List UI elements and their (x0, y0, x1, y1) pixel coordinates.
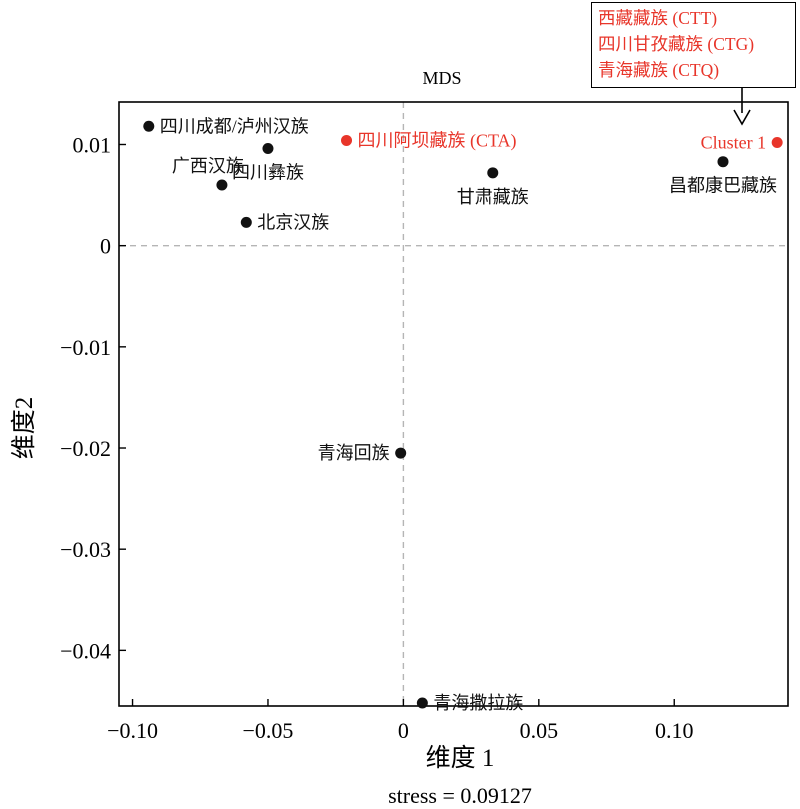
data-point-label: 四川阿坝藏族 (CTA) (358, 130, 517, 151)
data-point (341, 134, 353, 146)
reference-lines (119, 102, 788, 706)
x-tick-label: −0.05 (243, 718, 294, 743)
y-axis-label: 维度2 (10, 397, 38, 460)
data-point-label: 四川彝族 (232, 163, 304, 183)
chart-title: MDS (422, 68, 461, 88)
cluster-note-item: 四川甘孜藏族 (CTG) (598, 34, 755, 54)
y-tick-label: −0.02 (60, 436, 111, 461)
data-point-label: 昌都康巴藏族 (669, 176, 777, 196)
data-point (771, 136, 783, 148)
plot-frame (118, 101, 789, 707)
data-point-label: 甘肃藏族 (457, 187, 529, 207)
data-point (487, 167, 499, 179)
y-tick-label: −0.04 (60, 638, 111, 663)
data-point (416, 697, 428, 709)
x-tick-label: 0.05 (520, 718, 559, 743)
stress-value: stress = 0.09127 (388, 783, 532, 808)
cluster-note-box: 西藏藏族 (CTT) 四川甘孜藏族 (CTG) 青海藏族 (CTQ) (591, 2, 796, 88)
y-axis-ticks: 0.01 0 −0.01 −0.02 −0.03 −0.04 (60, 132, 126, 663)
y-tick-label: −0.03 (60, 537, 111, 562)
data-point-label: Cluster 1 (701, 132, 767, 152)
cluster-note-item: 西藏藏族 (CTT) (598, 8, 718, 28)
data-point-label: 北京汉族 (257, 212, 329, 232)
data-point-label: 青海回族 (318, 443, 390, 463)
x-tick-label: 0 (398, 718, 409, 743)
data-point-label: 青海撒拉族 (433, 693, 523, 713)
data-point (216, 179, 228, 191)
data-point (262, 143, 274, 155)
data-point-label: 四川成都/泸州汉族 (160, 116, 309, 136)
y-tick-label: 0.01 (73, 132, 112, 157)
data-point (717, 156, 729, 168)
x-axis-label: 维度 1 (426, 744, 495, 772)
y-tick-label: 0 (100, 234, 111, 259)
y-tick-label: −0.01 (60, 335, 111, 360)
x-tick-label: −0.10 (107, 718, 158, 743)
data-point (143, 120, 155, 132)
x-tick-label: 0.10 (655, 718, 694, 743)
data-point (395, 447, 407, 459)
data-points (143, 120, 783, 709)
data-point (240, 216, 252, 228)
data-point-label: 广西汉族 (172, 156, 244, 176)
cluster-arrow (733, 88, 751, 126)
x-axis-ticks: −0.10 −0.05 0 0.05 0.10 (107, 699, 693, 743)
cluster-note-item: 青海藏族 (CTQ) (598, 60, 720, 80)
